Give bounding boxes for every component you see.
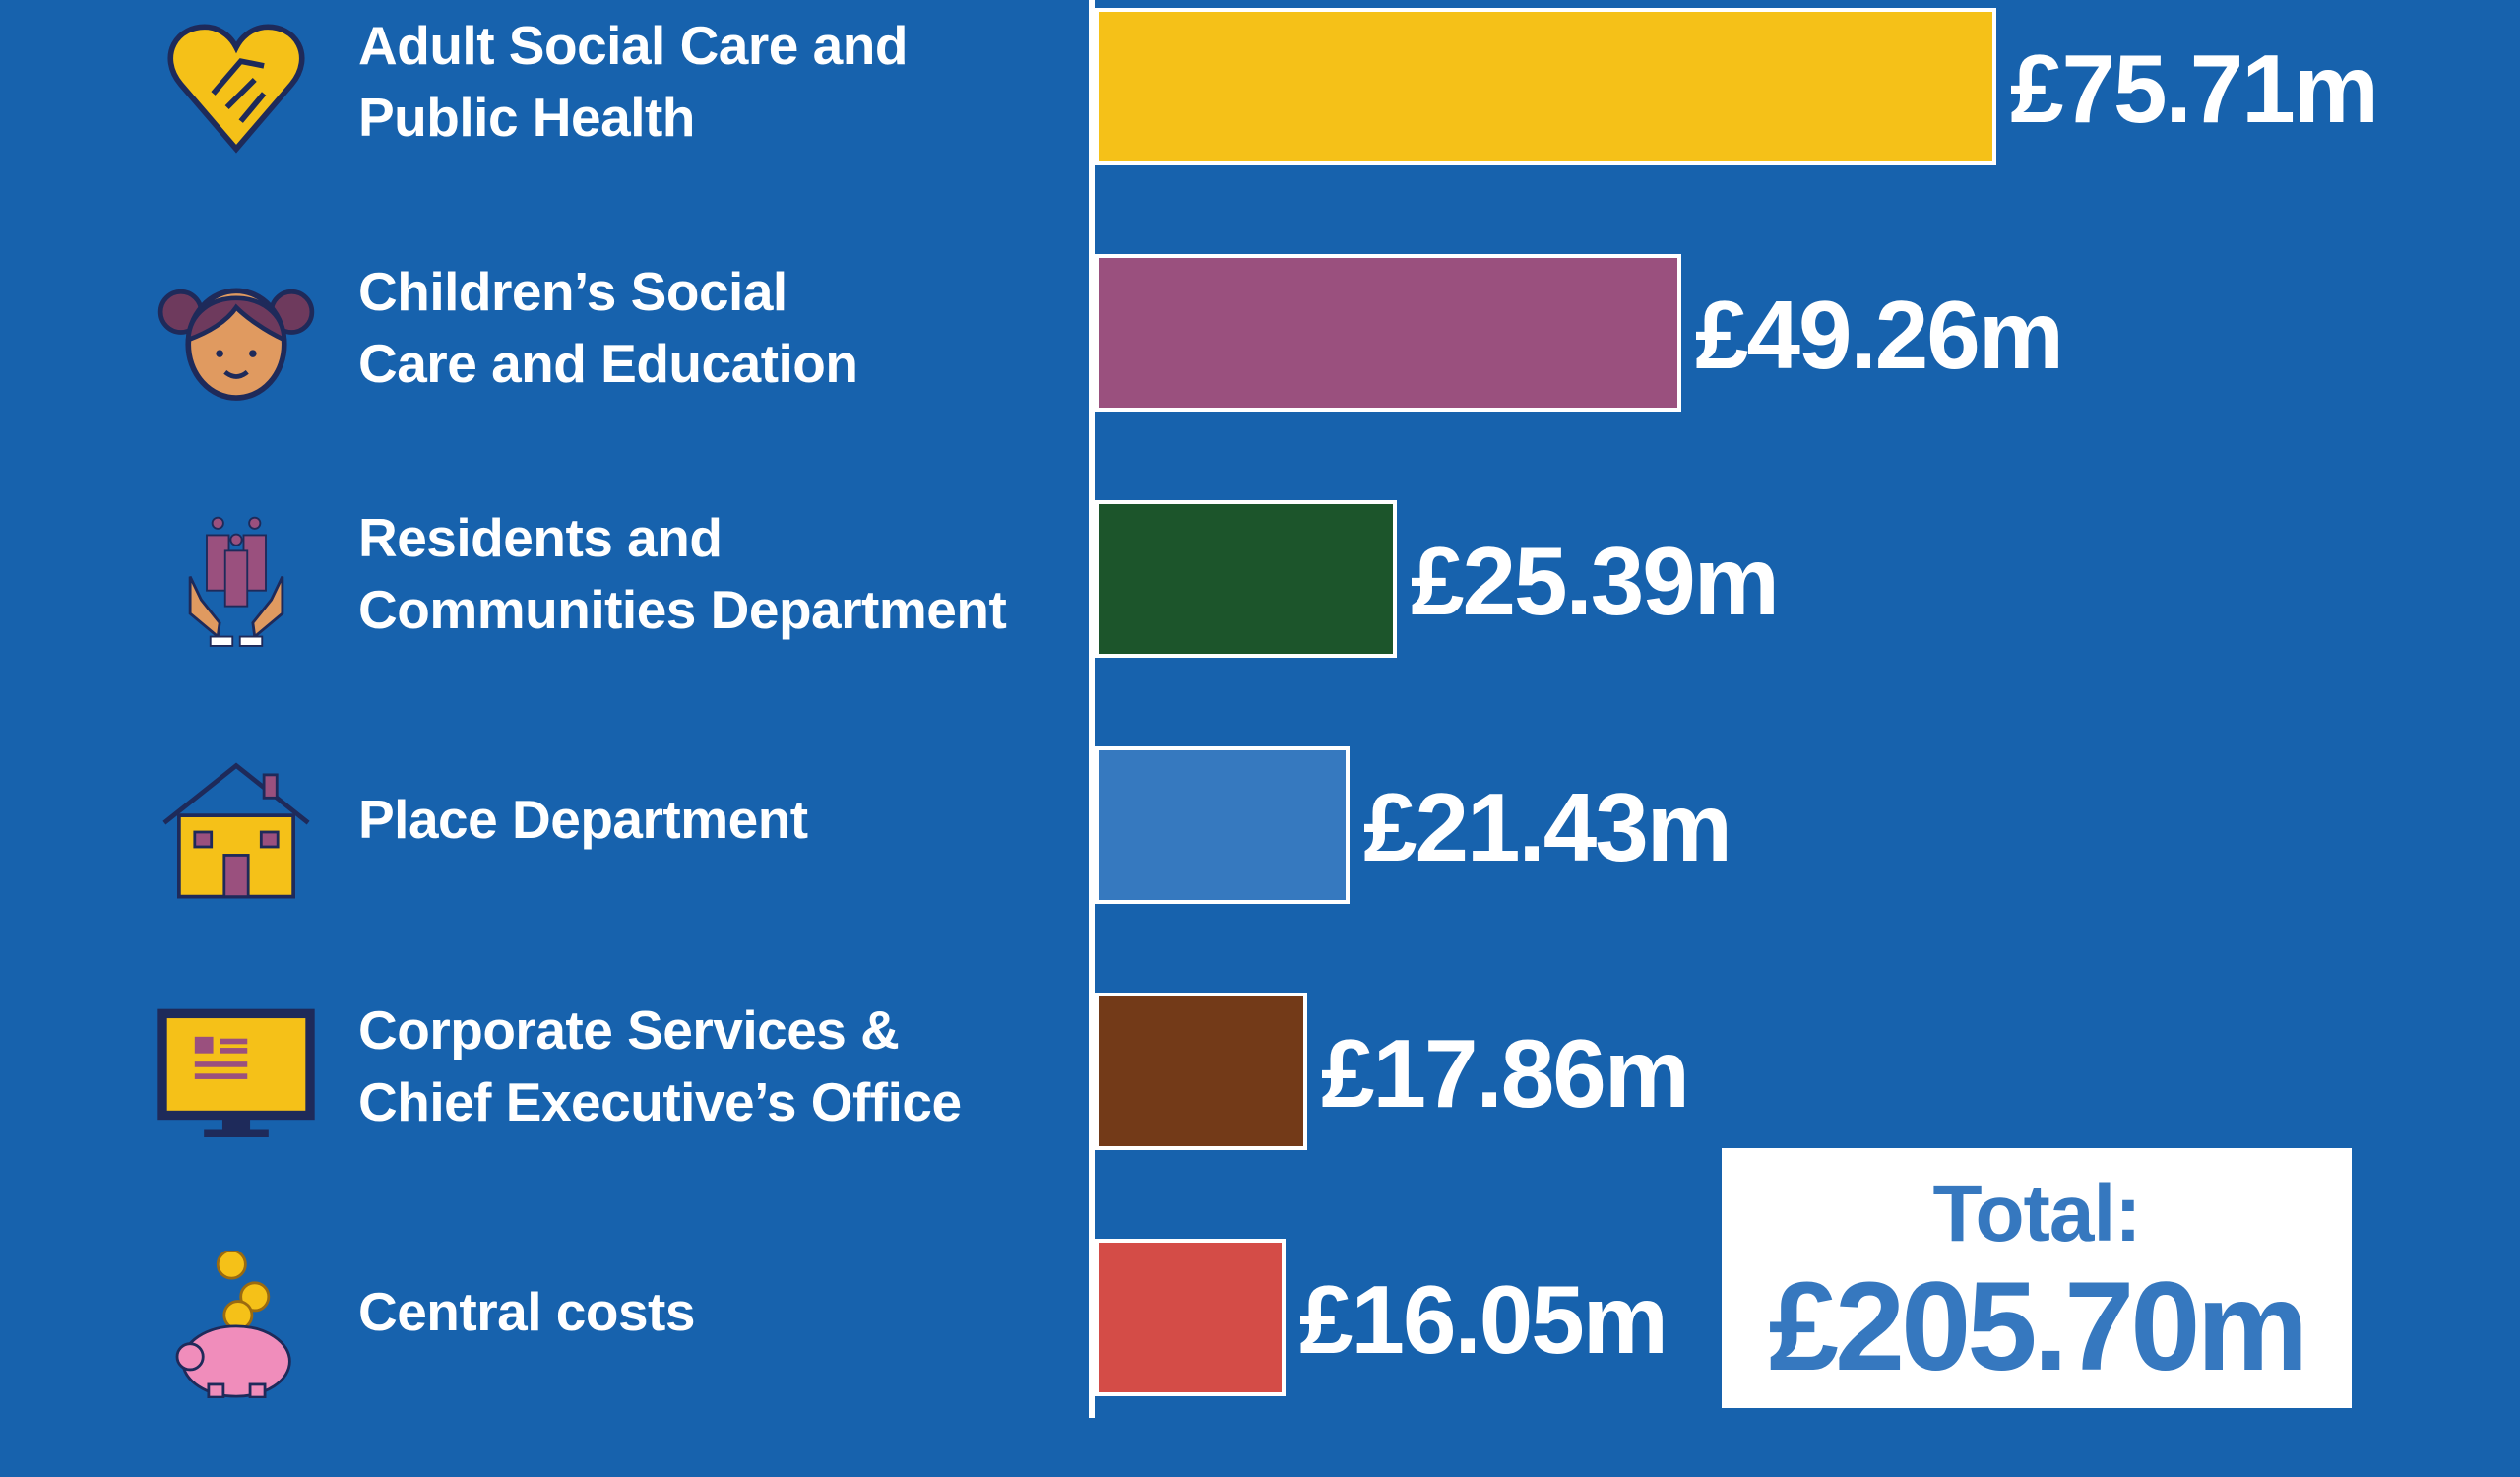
bar-row: Residents and Communities Department £25.… [0,492,2520,738]
total-box: Total: £205.70m [1722,1148,2352,1408]
category-label: Residents and Communities Department [358,492,1007,655]
hands-people-icon [188,516,284,647]
value-label: £16.05m [1299,1265,1669,1374]
category-label-line: Care and Education [358,332,858,394]
category-label-line: Residents and [358,506,723,568]
value-label: £21.43m [1363,773,1732,881]
value-label: £17.86m [1321,1019,1690,1127]
category-label-line: Communities Department [358,578,1007,640]
category-label-line: Corporate Services & [358,998,900,1060]
category-label-line: Central costs [358,1281,695,1342]
category-label: Place Department [358,738,808,901]
value-label: £25.39m [1411,527,1780,635]
total-label: Total: [1932,1169,2141,1258]
bar-row: Central costs £16.05m [0,1231,2520,1477]
piggy-bank-coins-icon [175,1251,291,1398]
category-label-line: Adult Social Care and [358,14,908,76]
bar [1095,746,1350,904]
girl-face-icon [158,288,315,401]
category-label-line: Place Department [358,789,808,850]
category-label: Central costs [358,1231,695,1393]
bar [1095,254,1681,412]
bar [1095,993,1307,1150]
bar [1095,8,1996,165]
value-label: £49.26m [1695,281,2064,389]
chart-axis-line [1089,0,1095,1418]
bar-row: Place Department £21.43m [0,738,2520,985]
bar [1095,1239,1286,1396]
category-label-line: Children’s Social [358,260,788,322]
heart-handshake-icon [167,24,305,154]
category-label-line: Chief Executive’s Office [358,1070,962,1132]
category-label-line: Public Health [358,86,695,148]
bar-row: Corporate Services & Chief Executive’s Of… [0,985,2520,1231]
house-icon [162,762,310,899]
category-label: Corporate Services & Chief Executive’s Of… [358,985,962,1147]
category-label: Children’s Social Care and Education [358,246,858,409]
value-label: £75.71m [2010,34,2379,143]
total-value: £205.70m [1768,1256,2309,1397]
bar-row: Children’s Social Care and Education £49.… [0,246,2520,492]
computer-monitor-icon [158,1008,315,1137]
bar [1095,500,1397,658]
bar-row: Adult Social Care and Public Health £75.7… [0,0,2520,246]
category-label: Adult Social Care and Public Health [358,0,908,162]
